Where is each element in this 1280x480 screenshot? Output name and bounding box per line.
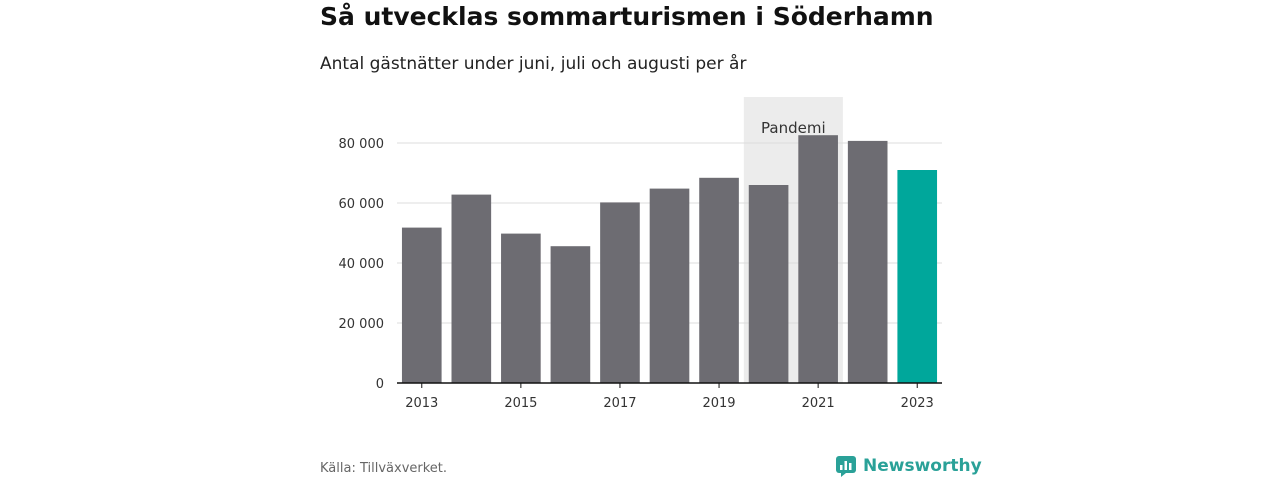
y-tick-label: 60 000 xyxy=(339,197,385,212)
bar-2021 xyxy=(798,135,838,383)
chart-subtitle: Antal gästnätter under juni, juli och au… xyxy=(320,54,747,74)
newsworthy-logo-text: Newsworthy xyxy=(863,456,982,476)
bar-2022 xyxy=(847,140,888,383)
bar-2013 xyxy=(401,227,442,383)
bar-2023 xyxy=(897,170,938,383)
bar-2019 xyxy=(699,177,739,383)
x-tick-label: 2023 xyxy=(901,396,934,411)
bar-2017 xyxy=(600,202,640,383)
x-tick-label: 2017 xyxy=(603,396,636,411)
chart-title: Så utvecklas sommarturismen i Söderhamn xyxy=(320,2,934,31)
y-tick-label: 0 xyxy=(376,377,384,392)
x-tick-label: 2013 xyxy=(405,396,438,411)
newsworthy-logo-icon xyxy=(836,456,856,477)
y-tick-label: 40 000 xyxy=(339,257,385,272)
source-note: Källa: Tillväxverket. xyxy=(320,461,448,476)
bar-2014 xyxy=(451,194,492,383)
bar-2020 xyxy=(748,185,789,383)
x-tick-label: 2015 xyxy=(504,396,537,411)
bar-2015 xyxy=(501,233,541,383)
pandemic-label: Pandemi xyxy=(761,119,826,137)
x-tick-label: 2019 xyxy=(702,396,735,411)
newsworthy-logo: Newsworthy xyxy=(835,455,982,477)
bar-2016 xyxy=(550,246,591,383)
y-tick-label: 80 000 xyxy=(339,137,385,152)
bar-2018 xyxy=(649,188,690,383)
y-tick-label: 20 000 xyxy=(339,317,385,332)
x-tick-label: 2021 xyxy=(802,396,835,411)
